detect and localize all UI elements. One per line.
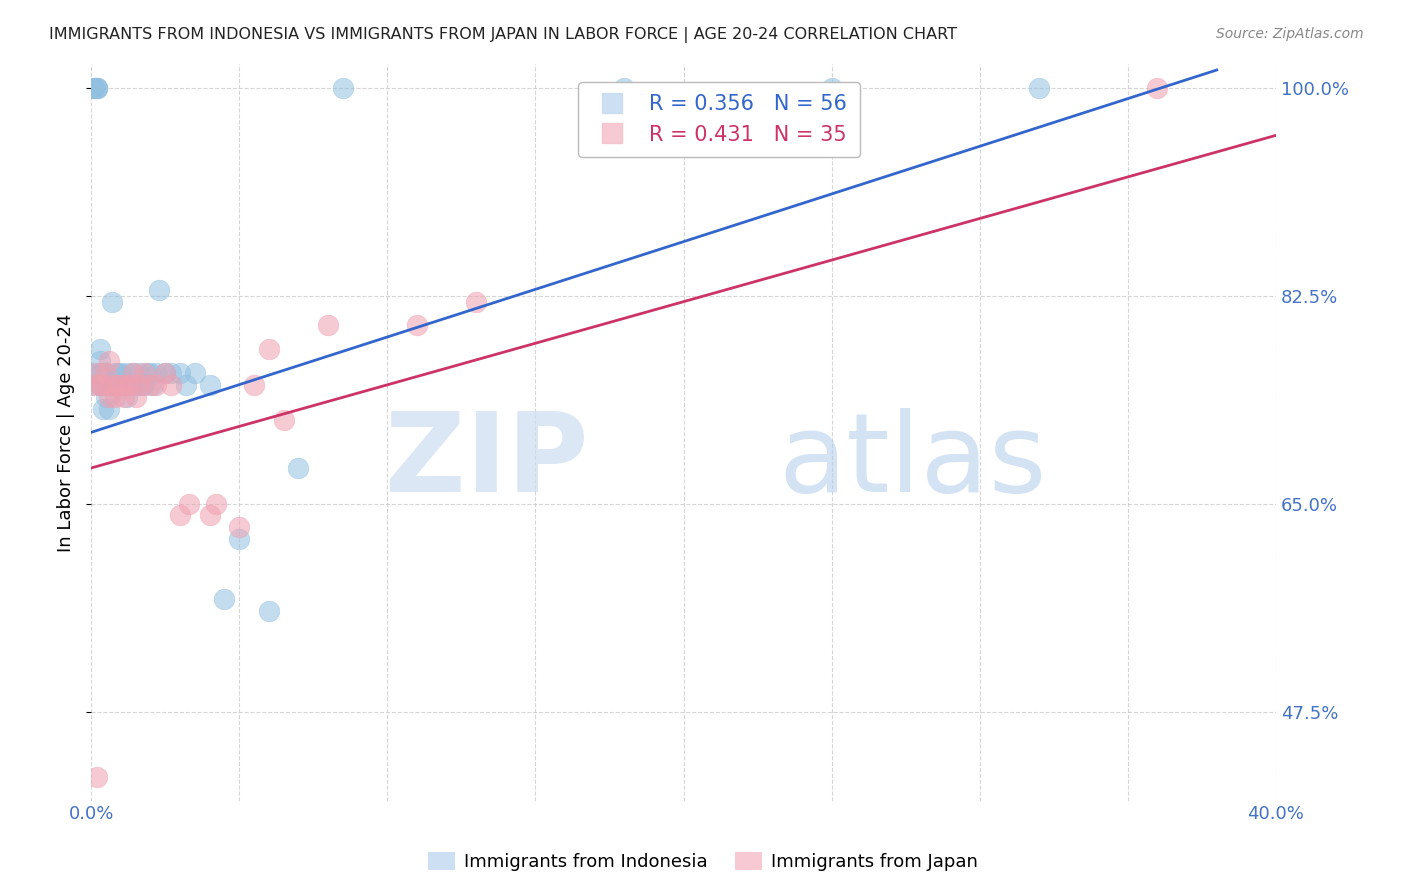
Point bbox=[204, 497, 226, 511]
Point bbox=[89, 366, 111, 380]
Point bbox=[89, 342, 111, 356]
Point bbox=[94, 366, 117, 380]
Point bbox=[136, 366, 159, 380]
Legend: Immigrants from Indonesia, Immigrants from Japan: Immigrants from Indonesia, Immigrants fr… bbox=[420, 845, 986, 879]
Point bbox=[131, 377, 153, 392]
Point bbox=[97, 401, 120, 416]
Point bbox=[86, 80, 108, 95]
Point bbox=[104, 377, 127, 392]
Point bbox=[121, 366, 143, 380]
Point bbox=[124, 390, 146, 404]
Point bbox=[184, 366, 207, 380]
Point bbox=[257, 603, 280, 617]
Point bbox=[1028, 80, 1050, 95]
Point bbox=[118, 377, 141, 392]
Point bbox=[153, 366, 176, 380]
Point bbox=[89, 377, 111, 392]
Point bbox=[160, 366, 183, 380]
Point bbox=[107, 377, 129, 392]
Point bbox=[128, 366, 150, 380]
Point bbox=[112, 390, 135, 404]
Point bbox=[115, 390, 138, 404]
Point bbox=[145, 377, 167, 392]
Point bbox=[198, 377, 221, 392]
Point bbox=[153, 366, 176, 380]
Point bbox=[198, 508, 221, 523]
Point bbox=[83, 377, 105, 392]
Point bbox=[273, 413, 295, 427]
Point bbox=[97, 390, 120, 404]
Point bbox=[91, 377, 114, 392]
Point bbox=[86, 366, 108, 380]
Point bbox=[86, 770, 108, 784]
Point bbox=[80, 366, 103, 380]
Point bbox=[83, 80, 105, 95]
Point bbox=[257, 342, 280, 356]
Point bbox=[124, 377, 146, 392]
Point bbox=[110, 377, 132, 392]
Point bbox=[145, 366, 167, 380]
Point bbox=[94, 390, 117, 404]
Point bbox=[91, 401, 114, 416]
Point bbox=[332, 80, 354, 95]
Point bbox=[91, 366, 114, 380]
Point bbox=[169, 508, 191, 523]
Point bbox=[86, 80, 108, 95]
Point bbox=[177, 497, 200, 511]
Point bbox=[287, 461, 309, 475]
Text: IMMIGRANTS FROM INDONESIA VS IMMIGRANTS FROM JAPAN IN LABOR FORCE | AGE 20-24 CO: IMMIGRANTS FROM INDONESIA VS IMMIGRANTS … bbox=[49, 27, 957, 43]
Point bbox=[97, 377, 120, 392]
Point bbox=[134, 366, 156, 380]
Point bbox=[110, 377, 132, 392]
Point bbox=[148, 283, 170, 297]
Point bbox=[228, 520, 250, 534]
Point bbox=[118, 377, 141, 392]
Point bbox=[169, 366, 191, 380]
Point bbox=[214, 591, 236, 606]
Point bbox=[94, 366, 117, 380]
Point bbox=[1146, 80, 1168, 95]
Point bbox=[107, 377, 129, 392]
Point bbox=[142, 377, 165, 392]
Point bbox=[121, 366, 143, 380]
Point bbox=[89, 377, 111, 392]
Point bbox=[228, 533, 250, 547]
Text: ZIP: ZIP bbox=[385, 409, 589, 516]
Point bbox=[112, 377, 135, 392]
Y-axis label: In Labor Force | Age 20-24: In Labor Force | Age 20-24 bbox=[58, 313, 75, 551]
Text: atlas: atlas bbox=[779, 409, 1047, 516]
Point bbox=[115, 377, 138, 392]
Point bbox=[101, 294, 124, 309]
Point bbox=[139, 377, 162, 392]
Point bbox=[613, 80, 636, 95]
Point bbox=[821, 80, 844, 95]
Point bbox=[101, 377, 124, 392]
Point bbox=[110, 366, 132, 380]
Point bbox=[128, 377, 150, 392]
Point bbox=[316, 318, 339, 333]
Point bbox=[134, 377, 156, 392]
Point bbox=[97, 354, 120, 368]
Point bbox=[465, 294, 488, 309]
Point bbox=[160, 377, 183, 392]
Point bbox=[101, 377, 124, 392]
Point bbox=[406, 318, 429, 333]
Point bbox=[86, 80, 108, 95]
Point bbox=[94, 377, 117, 392]
Point bbox=[91, 377, 114, 392]
Point bbox=[174, 377, 197, 392]
Point bbox=[107, 366, 129, 380]
Point bbox=[104, 390, 127, 404]
Point bbox=[83, 80, 105, 95]
Point bbox=[83, 80, 105, 95]
Point bbox=[104, 366, 127, 380]
Point bbox=[89, 354, 111, 368]
Point bbox=[243, 377, 266, 392]
Point bbox=[115, 366, 138, 380]
Text: Source: ZipAtlas.com: Source: ZipAtlas.com bbox=[1216, 27, 1364, 41]
Point bbox=[139, 366, 162, 380]
Point bbox=[80, 377, 103, 392]
Legend: R = 0.356   N = 56, R = 0.431   N = 35: R = 0.356 N = 56, R = 0.431 N = 35 bbox=[578, 82, 859, 157]
